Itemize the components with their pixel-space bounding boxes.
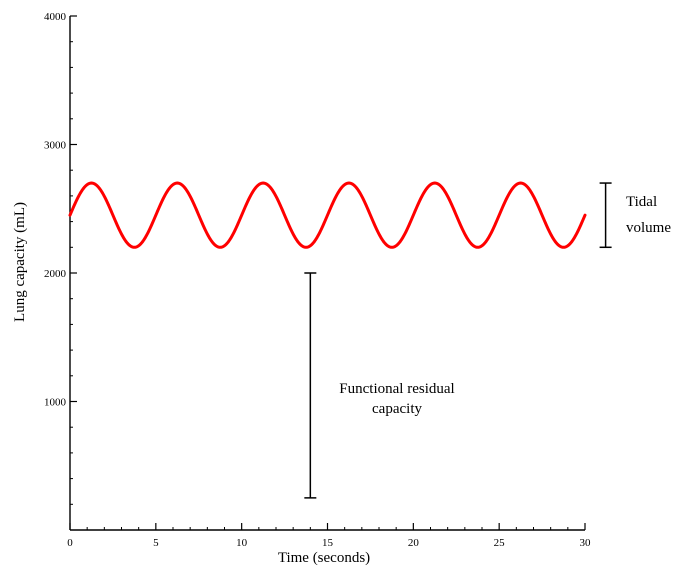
x-tick-label: 15 — [322, 537, 334, 549]
y-major-ticks — [70, 15, 77, 403]
frc-label-line-1: Functional residual — [339, 381, 454, 397]
x-tick-labels: 0 5 10 15 20 25 30 — [67, 537, 591, 549]
y-axis-title: Lung capacity (mL) — [12, 202, 28, 322]
x-major-ticks — [69, 523, 586, 530]
tidal-volume-label-line-1: Tidal — [626, 194, 657, 210]
x-tick-label: 10 — [236, 537, 248, 549]
x-tick-label: 20 — [408, 537, 420, 549]
x-tick-label: 30 — [580, 537, 592, 549]
y-tick-label: 1000 — [44, 397, 67, 409]
y-tick-label: 4000 — [44, 11, 67, 23]
lung-capacity-series-line — [68, 181, 587, 249]
x-tick-label: 5 — [153, 537, 159, 549]
y-tick-label: 3000 — [44, 140, 67, 152]
y-tick-label: 2000 — [44, 268, 67, 280]
tidal-volume-label-line-2: volume — [626, 220, 671, 236]
y-tick-labels: 1000 2000 3000 4000 — [44, 11, 67, 409]
frc-label-line-2: capacity — [372, 401, 422, 417]
frc-bracket — [304, 272, 317, 499]
x-tick-label: 0 — [67, 537, 73, 549]
x-tick-label: 25 — [494, 537, 506, 549]
x-axis-title: Time (seconds) — [278, 550, 370, 566]
tidal-volume-bracket — [599, 182, 612, 249]
